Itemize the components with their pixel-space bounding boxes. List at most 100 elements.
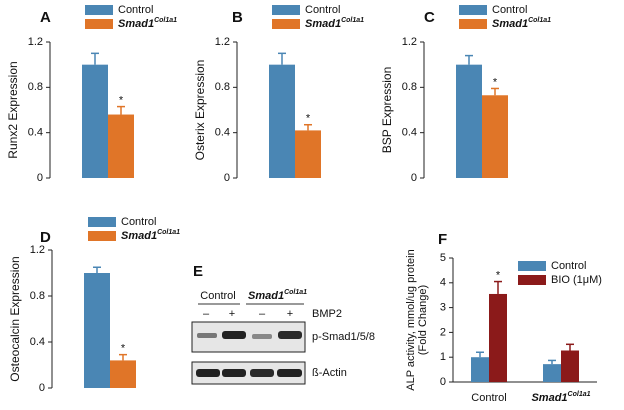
category-superscript: Col1a1 [568,391,591,398]
bar [482,95,508,178]
y-axis-label: (Fold Change) [417,285,429,355]
lane-label: – [203,308,210,320]
y-axis-label: BSP Expression [380,67,394,154]
y-tick-label: 4 [440,277,446,289]
category-name: Control [471,392,506,404]
legend-label: Control [492,4,527,16]
legend-name: Control [118,4,153,16]
treatment-label: BMP2 [312,308,342,320]
y-tick-label: 1.2 [28,36,43,48]
blot-group: Control [200,290,235,302]
panel-letter: E [193,263,203,280]
legend-name: Control [305,4,340,16]
y-tick-label: 1.2 [30,244,45,256]
category-name: Smad1 [531,392,567,404]
bar [561,350,579,382]
bar [110,360,136,388]
lane-label: – [259,308,266,320]
band [196,369,220,377]
significance-mark: * [306,113,311,125]
legend-label: Smad1Col1a1 [121,229,180,242]
bar [456,64,482,178]
y-axis-label: Osterix Expression [193,60,207,161]
panel-letter: A [40,9,51,26]
x-tick-label: Control [471,392,506,404]
y-tick-label: 0 [440,376,446,388]
y-tick-label: 0.4 [215,127,230,139]
band [197,333,217,338]
bar [543,364,561,382]
bar [471,357,489,382]
legend-superscript: Col1a1 [157,229,180,236]
legend-name: Smad1 [121,230,157,242]
legend-name: Smad1 [305,18,341,30]
band [250,369,274,377]
y-tick-label: 0.8 [30,290,45,302]
y-axis-label: Osteocalcin Expression [8,256,22,381]
legend-label: Smad1Col1a1 [118,17,177,30]
row-label: p-Smad1/5/8 [312,331,375,343]
legend-name: Control [551,260,586,272]
legend-superscript: Col1a1 [528,17,551,24]
y-tick-label: 0 [224,172,230,184]
legend-label: Smad1Col1a1 [305,17,364,30]
group-superscript: Col1a1 [284,289,307,296]
legend-label: Control [551,260,586,272]
y-tick-label: 0.4 [30,336,45,348]
panel-letter: C [424,9,435,26]
y-axis-label: Runx2 Expression [6,61,20,158]
band [222,369,246,377]
lane-label: + [229,308,235,320]
blot-panel: E Control Smad1Col1a1 – + – + BMP2 p-Sma… [191,263,375,385]
legend-swatch [88,231,116,241]
y-tick-label: 2 [440,326,446,338]
row-label: ß-Actin [312,367,347,379]
legend-swatch [459,19,487,29]
y-tick-label: 0 [411,172,417,184]
bar [295,130,321,178]
legend-label: Control [118,4,153,16]
legend-name: Control [492,4,527,16]
bar [269,64,295,178]
y-tick-label: 0.4 [402,127,417,139]
panel-letter: D [40,229,51,246]
legend-name: Smad1 [118,18,154,30]
band [252,334,272,339]
legend-swatch [88,217,116,227]
bar [82,64,108,178]
legend-swatch [85,19,113,29]
band [278,331,302,339]
legend-name: Control [121,216,156,228]
blot-group: Smad1Col1a1 [248,289,307,302]
band [277,369,302,377]
panel-letter: F [438,231,447,248]
legend-swatch [272,5,300,15]
y-tick-label: 1.2 [215,36,230,48]
significance-mark: * [493,76,498,88]
y-tick-label: 1 [440,351,446,363]
blot-membrane [191,361,306,385]
group-name: Smad1 [248,290,284,302]
y-tick-label: 1.2 [402,36,417,48]
y-tick-label: 0.4 [28,127,43,139]
bar [108,114,134,178]
legend-swatch [85,5,113,15]
legend-superscript: Col1a1 [341,17,364,24]
legend-superscript: Col1a1 [154,17,177,24]
legend-name: Smad1 [492,18,528,30]
y-tick-label: 3 [440,302,446,314]
y-tick-label: 0.8 [215,81,230,93]
legend-label: BIO (1μM) [551,274,602,286]
bar [489,293,507,382]
significance-mark: * [121,343,126,355]
legend-swatch [459,5,487,15]
band [222,331,246,339]
legend-label: Control [121,216,156,228]
y-tick-label: 0.8 [402,81,417,93]
legend-swatch [272,19,300,29]
legend-label: Control [305,4,340,16]
bar [84,273,110,388]
y-axis-label: ALP activity, mmol/ug protein [405,249,417,390]
y-tick-label: 0.8 [28,81,43,93]
